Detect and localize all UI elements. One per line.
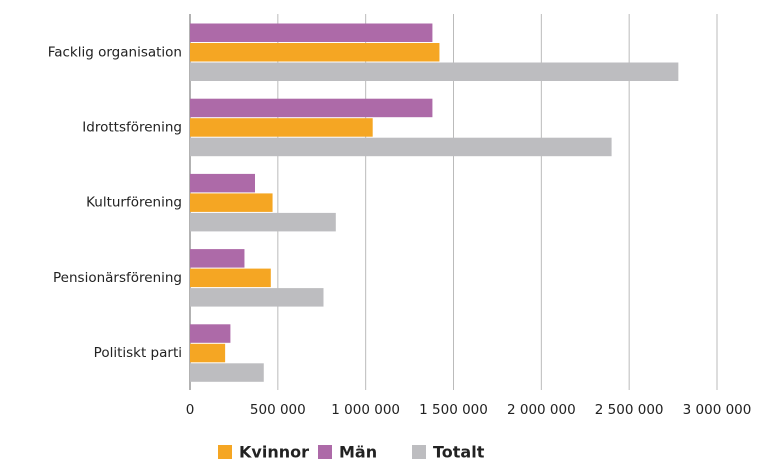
bar (190, 268, 271, 288)
y-tick-label: Facklig organisation (48, 44, 182, 60)
bar (190, 43, 440, 62)
x-tick-label: 2 000 000 (507, 402, 576, 418)
legend-label: Totalt (433, 443, 485, 462)
bar (190, 193, 273, 212)
legend-swatch (318, 445, 332, 459)
bar (190, 249, 245, 268)
y-tick-label: Kulturförening (86, 195, 182, 211)
x-tick-label: 1 000 000 (331, 402, 400, 418)
x-tick-label: 1 500 000 (419, 402, 488, 418)
x-tick-label: 3 000 000 (683, 402, 752, 418)
bar (190, 62, 679, 81)
bar (190, 363, 264, 382)
x-tick-label: 2 500 000 (595, 402, 664, 418)
bar (190, 288, 324, 307)
bar (190, 98, 433, 118)
bar (190, 137, 612, 157)
x-tick-label: 0 (186, 402, 195, 418)
bar (190, 118, 373, 137)
legend-label: Män (339, 443, 377, 462)
bar (190, 23, 433, 42)
bar (190, 324, 231, 343)
legend-label: Kvinnor (239, 443, 309, 462)
bar (190, 212, 336, 232)
x-tick-label: 500 000 (250, 402, 306, 418)
legend-swatch (412, 445, 426, 459)
bar (190, 173, 255, 193)
y-tick-label: Pensionärsförening (53, 270, 182, 286)
y-tick-label: Idrottsförening (82, 119, 182, 135)
bar (190, 343, 226, 363)
legend-swatch (218, 445, 232, 459)
y-tick-label: Politiskt parti (94, 345, 182, 361)
